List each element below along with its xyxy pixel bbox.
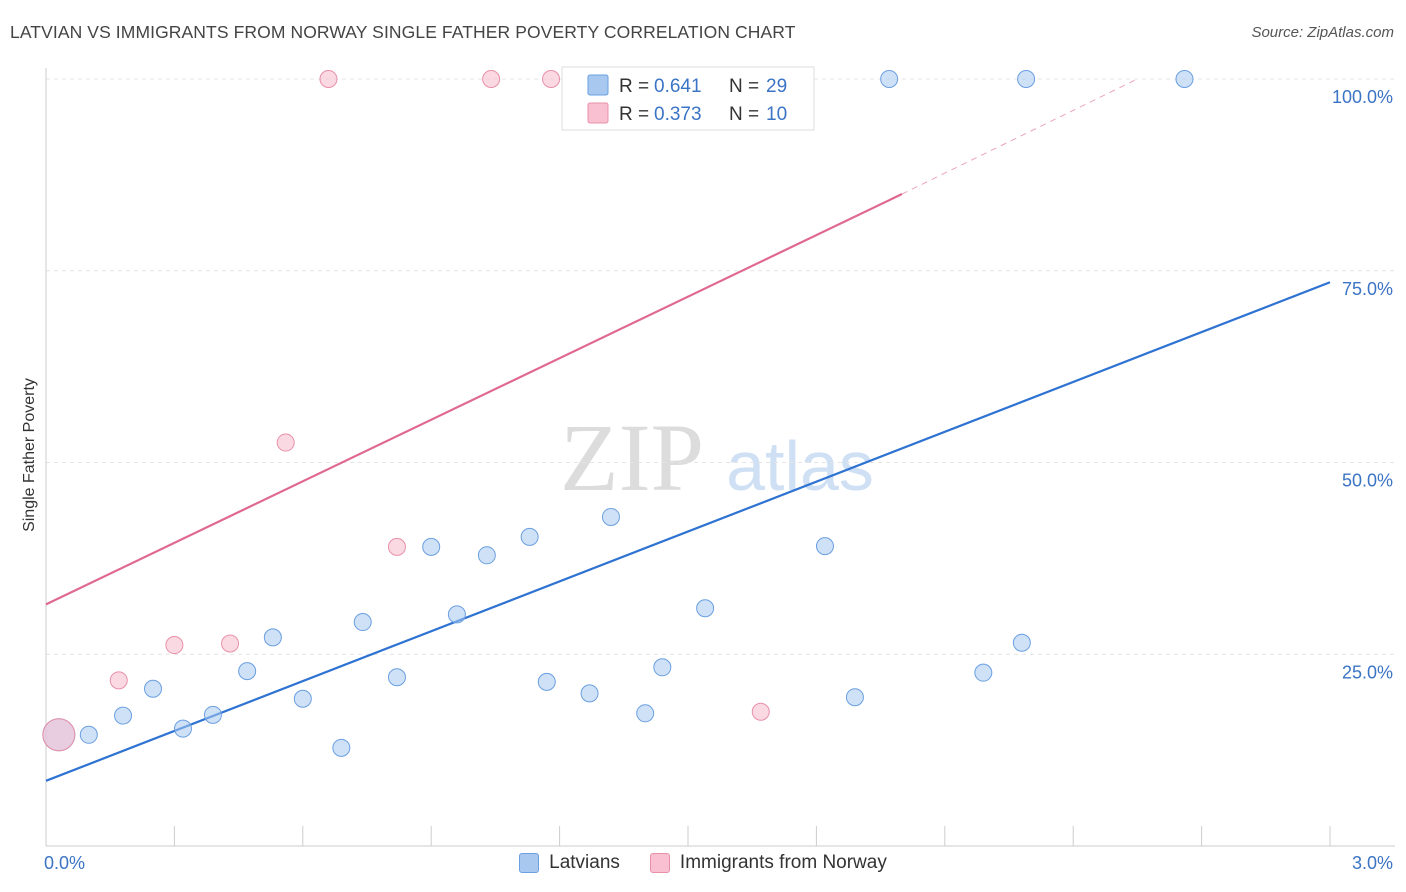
data-point-norway [276, 433, 295, 452]
data-point-latvians [422, 537, 441, 556]
data-point-norway [542, 70, 561, 88]
data-point-latvians [845, 688, 864, 707]
gridlines [46, 78, 1395, 655]
stats-legend-r-value: 0.641 [654, 76, 702, 97]
data-point-latvians [387, 668, 406, 687]
series-legend: Latvians Immigrants from Norway [0, 852, 1406, 874]
stats-legend-swatch-latvians [587, 74, 609, 96]
y-tick-label: 50.0% [1342, 471, 1393, 491]
stats-legend-n-label: N = [729, 76, 759, 97]
trendline-latvians [45, 281, 1331, 782]
data-point-latvians [696, 599, 715, 618]
trendline-extension [901, 78, 1138, 195]
trendline-norway [45, 193, 903, 606]
data-point-latvians [114, 706, 133, 725]
watermark: ZIP atlas [560, 404, 874, 511]
y-axis-label: Single Father Poverty [21, 378, 38, 532]
data-point-norway [482, 70, 501, 88]
data-point-norway [165, 636, 184, 655]
data-point-latvians [601, 507, 620, 526]
legend-swatch-latvians [519, 853, 540, 873]
stats-legend-n-label: N = [729, 104, 759, 125]
watermark-atlas: atlas [726, 427, 874, 505]
data-point-latvians [447, 605, 466, 624]
data-point-latvians [537, 672, 556, 691]
data-point-norway [109, 671, 128, 690]
data-point-latvians [1175, 70, 1194, 88]
x-tick-label: 0.0% [44, 853, 85, 873]
stats-legend-r-label: R = [619, 76, 649, 97]
data-points [42, 70, 1194, 757]
source-label: Source: ZipAtlas.com [1251, 24, 1394, 41]
data-point-norway [42, 718, 76, 752]
data-point-norway [387, 537, 406, 556]
data-point-latvians [520, 527, 539, 546]
data-point-latvians [974, 663, 993, 682]
data-point-latvians [1012, 633, 1031, 652]
data-point-latvians [580, 684, 599, 703]
legend-item-latvians: Latvians [519, 852, 620, 874]
data-point-norway [221, 634, 240, 653]
y-tick-label: 25.0% [1342, 662, 1393, 682]
stats-legend-r-value: 0.373 [654, 104, 702, 125]
stats-legend-n-value: 29 [766, 76, 787, 97]
stats-legend-r-label: R = [619, 104, 649, 125]
data-point-latvians [144, 679, 162, 698]
legend-label-norway: Immigrants from Norway [679, 852, 887, 873]
watermark-zip: ZIP [560, 404, 704, 511]
data-point-latvians [173, 719, 192, 738]
data-point-latvians [636, 704, 655, 723]
trendlines [45, 78, 1331, 782]
legend-label-latvians: Latvians [549, 852, 620, 873]
x-tick-labels: 0.0% 3.0% [44, 853, 1393, 873]
data-point-latvians [203, 705, 222, 724]
x-tick-label: 3.0% [1352, 853, 1393, 873]
data-point-latvians [477, 546, 496, 565]
data-point-latvians [332, 738, 351, 757]
data-point-latvians [1017, 70, 1036, 88]
data-point-latvians [353, 613, 372, 632]
stats-legend-swatch-norway [587, 102, 609, 124]
data-point-norway [319, 70, 338, 88]
data-point-latvians [238, 662, 257, 681]
data-point-norway [751, 702, 770, 721]
legend-swatch-norway [649, 853, 670, 873]
stats-legend-n-value: 10 [766, 104, 787, 125]
legend-item-norway: Immigrants from Norway [649, 852, 887, 874]
y-tick-label: 75.0% [1342, 279, 1393, 299]
stats-legend: R = 0.641 N = 29 R = 0.373 N = 10 [561, 66, 815, 131]
data-point-latvians [263, 628, 282, 647]
data-point-latvians [653, 658, 672, 677]
axes [45, 68, 1395, 847]
data-point-latvians [880, 70, 899, 88]
data-point-latvians [815, 537, 834, 556]
data-point-latvians [293, 689, 312, 708]
chart-title: LATVIAN VS IMMIGRANTS FROM NORWAY SINGLE… [10, 22, 796, 42]
y-tick-labels: 25.0% 50.0% 75.0% 100.0% [1332, 87, 1393, 682]
y-tick-label: 100.0% [1332, 87, 1393, 107]
data-point-latvians [79, 725, 98, 744]
